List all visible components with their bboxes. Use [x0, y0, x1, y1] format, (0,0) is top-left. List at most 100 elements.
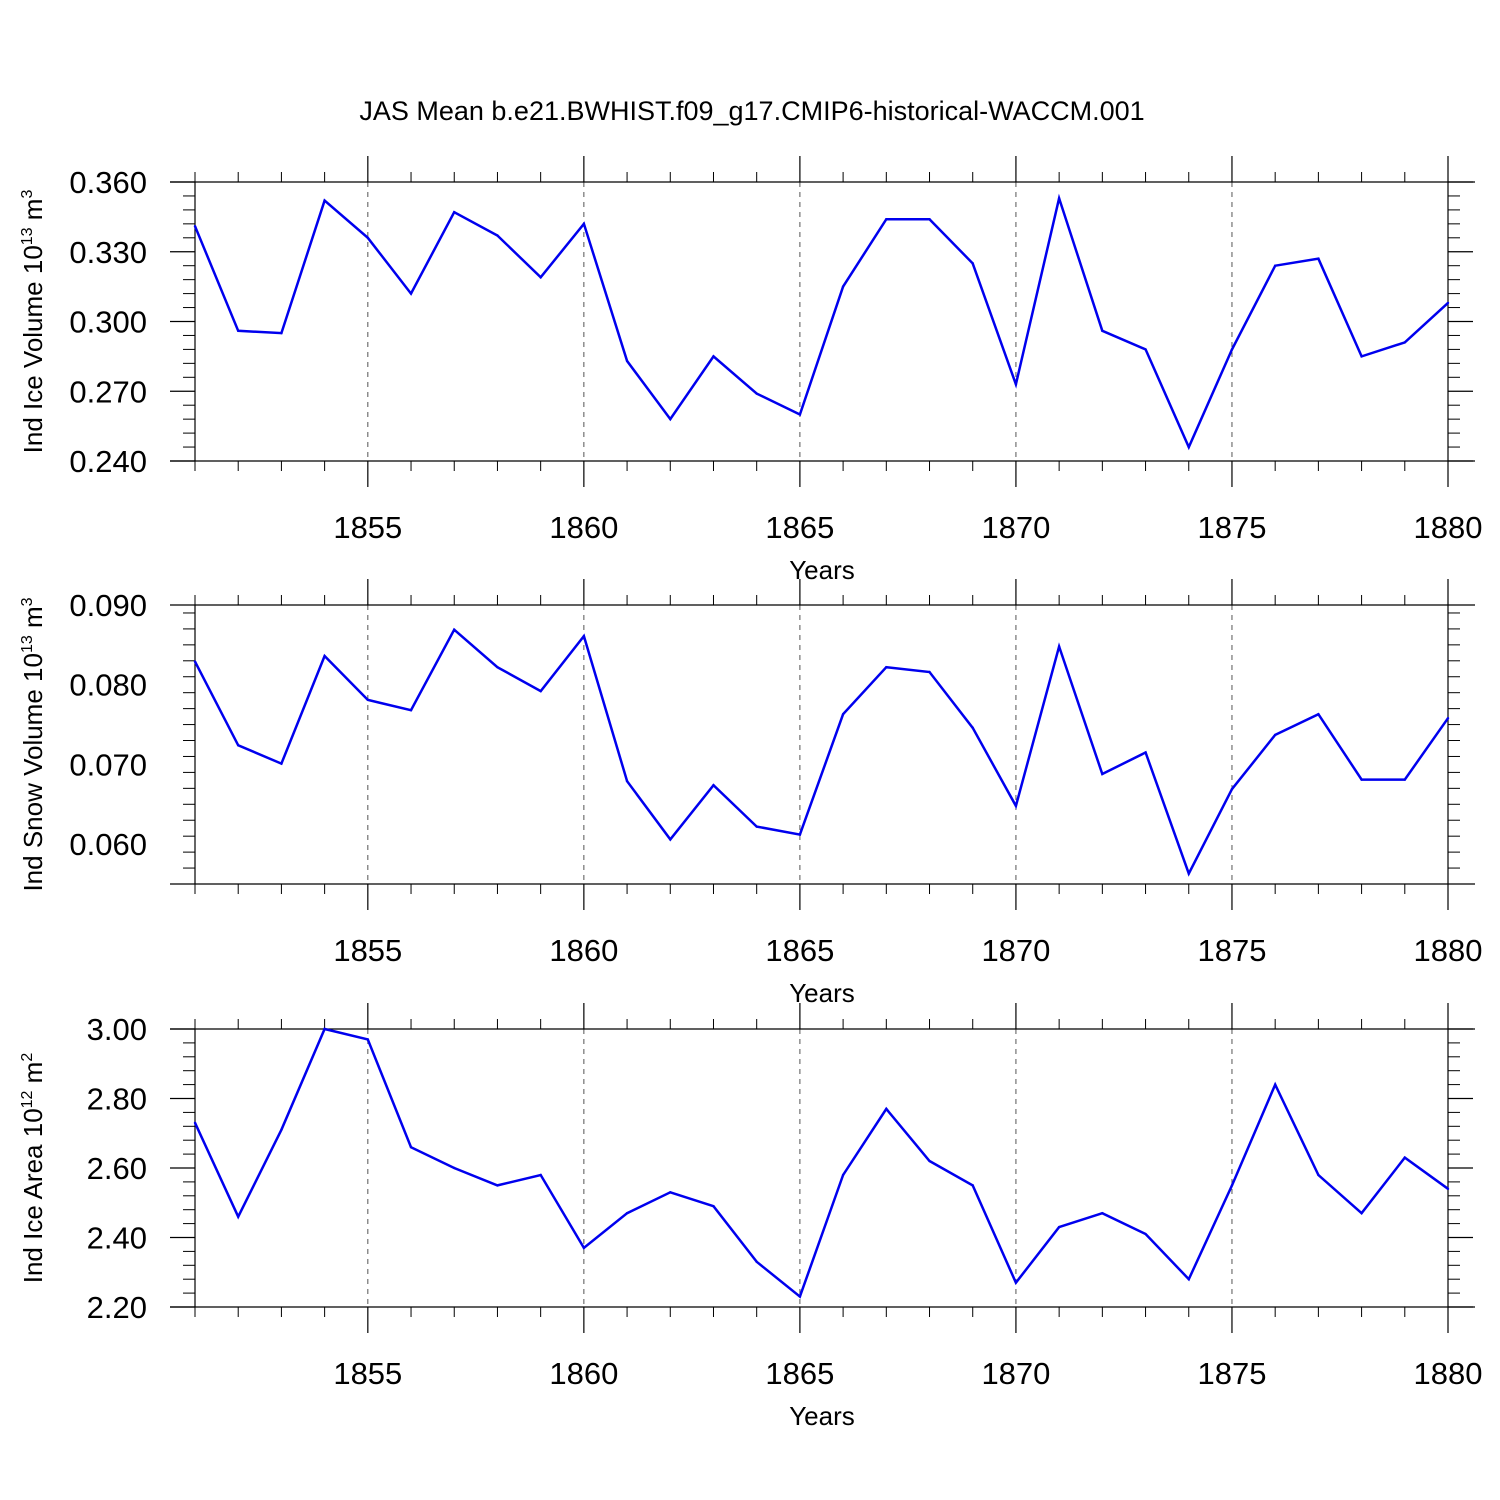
- data-point: [453, 628, 456, 631]
- data-point: [1230, 348, 1234, 351]
- x-tick-label: 1875: [1197, 510, 1266, 545]
- data-point: [453, 1166, 456, 1170]
- y-axis-label-sup: 3: [19, 190, 36, 199]
- data-point: [280, 1128, 283, 1131]
- y-axis-label-part: m: [18, 1062, 48, 1091]
- data-point: [582, 634, 586, 638]
- data-point: [366, 698, 370, 702]
- x-tick-label: 1880: [1414, 510, 1483, 545]
- data-point: [1403, 778, 1406, 781]
- x-tick-label: 1865: [765, 510, 834, 545]
- y-axis-label-sup: 12: [19, 1090, 36, 1108]
- data-point: [1230, 1184, 1234, 1187]
- y-axis-label: Ind Ice Volume 1013 m3: [18, 190, 48, 454]
- data-point: [582, 1246, 586, 1250]
- data-point: [755, 825, 758, 828]
- x-tick-label: 1855: [333, 1356, 402, 1391]
- data-point: [625, 1211, 629, 1215]
- y-tick-label: 0.090: [69, 588, 147, 623]
- data-point: [1057, 1225, 1061, 1229]
- data-point: [928, 218, 931, 221]
- series-line: [193, 627, 1450, 877]
- data-point: [539, 276, 542, 279]
- data-point: [669, 1191, 672, 1194]
- y-tick-label: 2.60: [87, 1151, 147, 1186]
- x-tick-label: 1860: [549, 1356, 618, 1391]
- x-axis-label: Years: [789, 555, 855, 585]
- data-point: [409, 292, 413, 295]
- data-point: [1273, 733, 1277, 737]
- data-point: [885, 665, 888, 669]
- data-point: [453, 211, 456, 214]
- data-point: [496, 1184, 499, 1187]
- data-point: [539, 689, 542, 693]
- data-point: [1230, 787, 1234, 791]
- data-point: [1360, 355, 1363, 358]
- x-axis-label: Years: [789, 1401, 855, 1431]
- data-point: [323, 199, 326, 202]
- data-point: [1101, 1211, 1104, 1215]
- y-tick-label: 0.070: [69, 747, 147, 782]
- data-point: [582, 222, 586, 226]
- y-axis-label-sup: 13: [19, 227, 36, 245]
- y-tick-label: 0.360: [69, 165, 147, 200]
- data-point: [496, 665, 499, 669]
- data-point: [798, 413, 802, 416]
- data-point: [1273, 1083, 1277, 1086]
- y-axis-label-sup: 2: [19, 1053, 36, 1062]
- data-point: [366, 236, 370, 239]
- x-tick-label: 1860: [549, 933, 618, 968]
- data-point: [366, 1038, 370, 1041]
- data-point: [669, 838, 672, 841]
- data-point: [841, 1173, 845, 1177]
- x-axis-label: Years: [789, 978, 855, 1008]
- series-line: [193, 1027, 1449, 1299]
- data-point: [1273, 264, 1277, 267]
- data-point: [669, 417, 672, 421]
- data-point: [841, 713, 845, 716]
- data-point: [625, 359, 629, 363]
- panels: 0.240 0.270 0.300 0.330 0.360 1855 1860 1865 187…: [18, 156, 1482, 1431]
- x-tick-label: 1865: [765, 933, 834, 968]
- y-tick-label: 2.20: [87, 1290, 147, 1325]
- data-point: [928, 670, 931, 674]
- y-axis-label-sup: 13: [19, 635, 36, 653]
- data-point: [1101, 329, 1104, 332]
- data-point: [496, 234, 499, 237]
- data-point: [1187, 1278, 1190, 1281]
- data-point: [755, 1260, 758, 1264]
- x-tick-label: 1870: [981, 510, 1050, 545]
- data-point: [1057, 197, 1061, 200]
- data-point: [1317, 257, 1320, 260]
- data-point: [712, 783, 715, 787]
- data-point: [798, 1295, 802, 1298]
- y-axis-label-part: Ind Ice Area 10: [18, 1108, 48, 1283]
- x-tick-label: 1880: [1414, 933, 1483, 968]
- y-tick-label: 0.240: [69, 444, 147, 479]
- y-axis-label-sup: 3: [19, 597, 36, 606]
- data-point: [755, 392, 758, 395]
- x-tick-label: 1855: [333, 933, 402, 968]
- data-point: [323, 1027, 326, 1031]
- y-axis-label-part: m: [18, 199, 48, 228]
- data-point: [1187, 872, 1190, 875]
- data-point: [280, 331, 283, 335]
- data-point: [409, 709, 413, 712]
- y-tick-label: 0.080: [69, 668, 147, 703]
- data-point: [712, 1205, 715, 1208]
- data-point: [1014, 804, 1018, 808]
- y-axis-label: Ind Snow Volume 1013 m3: [18, 597, 48, 891]
- data-point: [885, 1107, 888, 1111]
- data-point: [237, 1215, 240, 1218]
- data-point: [1403, 341, 1406, 344]
- data-point: [1187, 445, 1190, 449]
- data-point: [1317, 713, 1320, 716]
- data-point: [971, 1184, 974, 1187]
- data-point: [1446, 716, 1450, 720]
- x-tick-label: 1875: [1197, 933, 1266, 968]
- y-tick-label: 0.330: [69, 235, 147, 270]
- data-point: [193, 224, 197, 228]
- y-tick-label: 2.40: [87, 1221, 147, 1256]
- data-point: [237, 329, 240, 332]
